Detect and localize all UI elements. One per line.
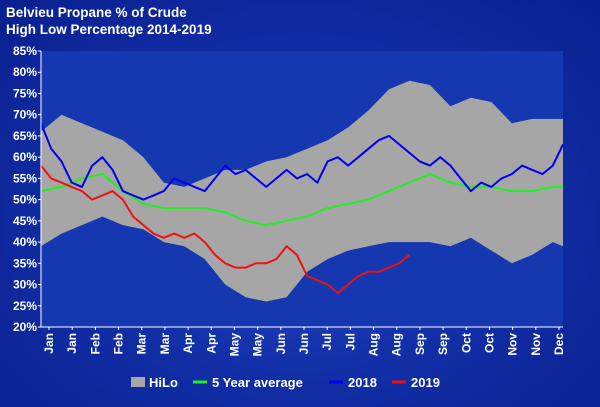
x-tick-label: Mar bbox=[158, 333, 172, 355]
hilo-band-layer bbox=[41, 80, 563, 302]
y-tick-label: 25% bbox=[13, 299, 37, 313]
legend-label-2018: 2018 bbox=[348, 375, 377, 390]
y-tick-label: 50% bbox=[13, 193, 37, 207]
y-tick-label: 20% bbox=[13, 320, 37, 334]
series-line-2018 bbox=[40, 122, 564, 201]
series-line-2019 bbox=[40, 164, 411, 294]
legend-label-5yr: 5 Year average bbox=[212, 375, 303, 390]
series-layer bbox=[40, 122, 564, 294]
y-tick-label: 60% bbox=[13, 150, 37, 164]
y-tick-label: 30% bbox=[13, 278, 37, 292]
chart-title: Belvieu Propane % of Crude bbox=[6, 5, 187, 20]
legend-swatch-hilo bbox=[131, 377, 145, 387]
x-tick-label: Apr bbox=[181, 333, 195, 354]
x-tick-label: Feb bbox=[88, 333, 102, 354]
x-tick-label: Sep bbox=[413, 333, 427, 355]
hilo-band bbox=[41, 80, 563, 302]
y-tick-label: 35% bbox=[13, 256, 37, 270]
y-tick-label: 65% bbox=[13, 129, 37, 143]
y-tick-label: 55% bbox=[13, 171, 37, 185]
y-tick-label: 85% bbox=[13, 44, 37, 58]
x-tick-label: Oct bbox=[459, 333, 473, 353]
x-tick-label: Jun bbox=[297, 333, 311, 354]
y-axis-ticks: 20% 25% 30% 35% 40% 45% 50% 55% 60% 65% 70% 75% 80% 8… bbox=[13, 44, 41, 334]
x-tick-label: Jul bbox=[343, 333, 357, 350]
x-tick-label: Mar bbox=[135, 333, 149, 355]
y-tick-label: 45% bbox=[13, 214, 37, 228]
x-tick-label: May bbox=[251, 333, 265, 357]
y-tick-label: 40% bbox=[13, 235, 37, 249]
legend: HiLo 5 Year average 2018 2019 bbox=[131, 375, 440, 390]
x-tick-label: Feb bbox=[112, 333, 126, 354]
x-tick-label: Jan bbox=[65, 333, 79, 354]
x-tick-label: May bbox=[227, 333, 241, 357]
x-tick-label: Jul bbox=[320, 333, 334, 350]
x-tick-label: Nov bbox=[529, 333, 543, 356]
y-tick-label: 80% bbox=[13, 65, 37, 79]
chart-subtitle: High Low Percentage 2014-2019 bbox=[6, 22, 212, 37]
x-tick-label: Jan bbox=[42, 333, 56, 354]
x-tick-label: Jun bbox=[274, 333, 288, 354]
legend-label-hilo: HiLo bbox=[149, 375, 178, 390]
series-line-5-year-average bbox=[40, 173, 563, 227]
x-tick-label: Nov bbox=[506, 333, 520, 356]
x-tick-label: Oct bbox=[482, 333, 496, 353]
x-tick-label: Dec bbox=[552, 333, 566, 355]
axes-layer bbox=[40, 51, 563, 328]
x-axis-ticks: Jan Jan Feb Feb Mar Mar Apr Apr May May Jun Jun Jul J… bbox=[42, 327, 566, 356]
legend-label-2019: 2019 bbox=[411, 375, 440, 390]
x-tick-label: Apr bbox=[204, 333, 218, 354]
y-tick-label: 75% bbox=[13, 86, 37, 100]
x-tick-label: Sep bbox=[436, 333, 450, 355]
x-tick-label: Aug bbox=[367, 333, 381, 356]
x-tick-label: Aug bbox=[390, 333, 404, 356]
y-tick-label: 70% bbox=[13, 108, 37, 122]
